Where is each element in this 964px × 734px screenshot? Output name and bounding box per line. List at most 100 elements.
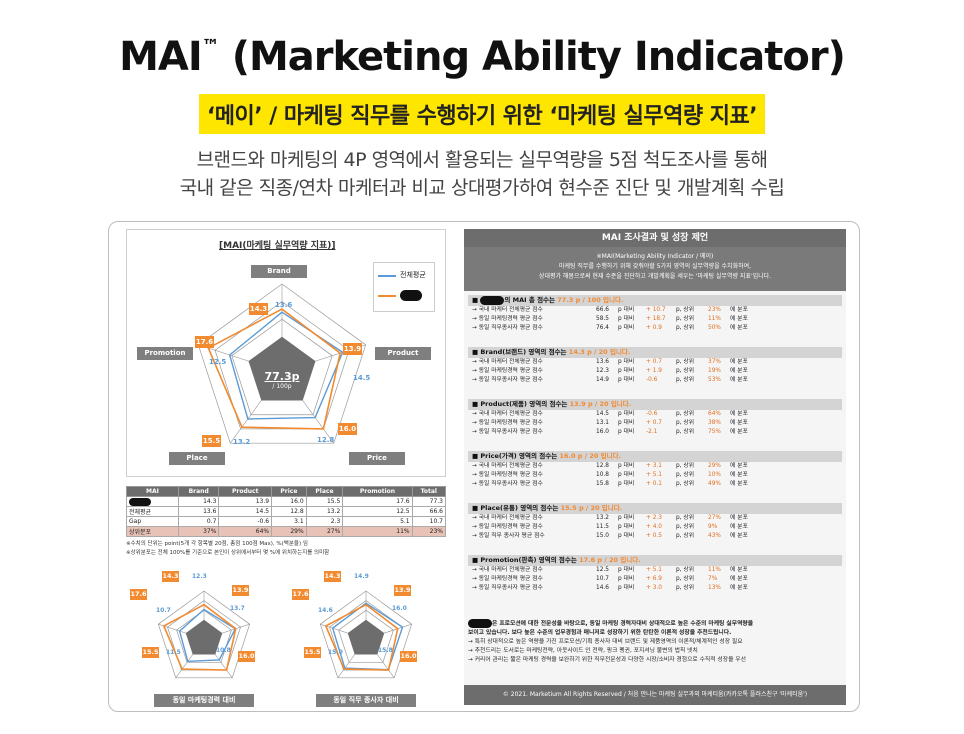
radar-grid-ring bbox=[319, 590, 413, 679]
description: 브랜드와 마케팅의 4P 영역에서 활용되는 실무역량을 5점 척도조사를 통해… bbox=[0, 146, 964, 202]
mini-compare-value: 12.3 bbox=[192, 573, 207, 580]
redacted-name-blob bbox=[468, 619, 492, 628]
section-row: → 국내 마케터 전체평균 점수 12.5 p 대비 + 5.1 p, 상위 11% 에 분… bbox=[472, 567, 748, 573]
report-section: ■ 의 MAI 총 점수는 77.3 p / 100 입니다. → 국내 마케터 … bbox=[468, 295, 842, 333]
table-cell: 0.7 bbox=[177, 516, 220, 527]
table-cell: 29% bbox=[271, 526, 307, 537]
table-cell: 17.6 bbox=[342, 496, 413, 507]
section-head: ■ Product(제품) 영역의 점수는 13.9 p / 20 입니다. bbox=[468, 399, 842, 410]
mini-mine-value: 15.5 bbox=[142, 647, 159, 658]
legend-swatch-average bbox=[378, 275, 396, 277]
table-cell: 2.3 bbox=[305, 516, 344, 527]
report-section: ■ Place(유통) 영역의 점수는 15.5 p / 20 입니다. → 국내… bbox=[468, 503, 842, 541]
table-cell: 13.2 bbox=[305, 506, 344, 517]
mine-value-promotion: 17.6 bbox=[195, 336, 214, 348]
center-score-sub: / 100p bbox=[272, 383, 292, 390]
note-line-1: ※수치의 단위는 point(5개 각 항목별 20점, 총점 100점 Max… bbox=[126, 541, 308, 547]
description-line-1: 브랜드와 마케팅의 4P 영역에서 활용되는 실무역량을 5점 척도조사를 통해 bbox=[196, 149, 768, 171]
mai-score-table: MAI Brand Product Price Place Promotion … bbox=[126, 486, 447, 537]
row-label: 전체평균 bbox=[126, 506, 179, 517]
row-label bbox=[126, 496, 179, 507]
table-cell: 14.3 bbox=[177, 496, 220, 507]
section-row: → 국내 마케터 전체평균 점수 66.6 p 대비 + 10.7 p, 상위 23% 에 … bbox=[472, 307, 748, 313]
mine-value-product: 13.9 bbox=[343, 343, 362, 355]
subtitle: ‘메이’ / 마케팅 직무를 수행하기 위한 ‘마케팅 실무역량 지표’ bbox=[198, 94, 766, 134]
section-row: → 동일 직무종사자 평균 점수 14.9 p 대비 -0.6 p, 상위 53% 에 분포 bbox=[472, 377, 748, 383]
note-line-2: ※상위분포는 전체 100%를 기준으로 본인이 상위에서부터 몇 %에 위치하… bbox=[126, 550, 330, 556]
mini-mine-value: 14.3 bbox=[162, 571, 179, 582]
series-compare-line bbox=[228, 311, 344, 420]
series-mine-line bbox=[207, 308, 342, 430]
row-label: 상위분포 bbox=[126, 526, 179, 537]
mini-mine-value: 13.9 bbox=[232, 585, 249, 596]
section-row: → 동일 직무 종사자 평균 점수 15.0 p 대비 + 0.5 p, 상위 43% 에 … bbox=[472, 533, 748, 539]
table-header: Promotion bbox=[342, 486, 413, 497]
avg-value-place: 13.2 bbox=[233, 438, 251, 446]
section-head: ■ Place(유통) 영역의 점수는 15.5 p / 20 입니다. bbox=[468, 503, 842, 514]
table-cell: 27% bbox=[305, 526, 344, 537]
summary-line-5: → 커리어 관리는 짧은 마케팅 경력을 보완하기 위한 직무전문성과 다양한 … bbox=[468, 657, 746, 663]
center-score: 77.3p / 100p bbox=[257, 370, 307, 390]
table-cell: 16.0 bbox=[271, 496, 307, 507]
section-head: ■ 의 MAI 총 점수는 77.3 p / 100 입니다. bbox=[468, 295, 842, 306]
section-head: ■ Price(가격) 영역의 점수는 16.0 p / 20 입니다. bbox=[468, 451, 842, 462]
axis-label-promotion: Promotion bbox=[137, 347, 193, 360]
report-panel: MAI 조사결과 및 성장 제언 ※MAI(Marketing Ability … bbox=[464, 229, 846, 705]
table-cell: 13.9 bbox=[218, 496, 273, 507]
table-row: 14.3 13.9 16.0 15.5 17.6 77.3 bbox=[126, 496, 447, 507]
section-row: → 국내 마케터 전체평균 점수 12.8 p 대비 + 3.1 p, 상위 29% 에 분… bbox=[472, 463, 748, 469]
mini-radar-career bbox=[157, 590, 251, 679]
table-row: Gap 0.7 -0.6 3.1 2.3 5.1 10.7 bbox=[126, 516, 447, 527]
row-label: Gap bbox=[126, 516, 179, 527]
mini-label-job: 동일 직무 종사자 대비 bbox=[316, 694, 416, 707]
legend-item-average: 전체평균 bbox=[378, 269, 436, 283]
mini-mine-value: 13.9 bbox=[394, 585, 411, 596]
table-header: MAI bbox=[126, 486, 179, 497]
table-cell: 11% bbox=[342, 526, 413, 537]
mini-compare-value: 15.8 bbox=[378, 647, 393, 654]
mini-compare-value: 15.0 bbox=[328, 649, 343, 656]
mini-mine-value: 15.5 bbox=[304, 647, 321, 658]
mini-chart-career: 동일 마케팅경력 대비 14.3 12.3 13.9 13.7 16.0 10.8 15.5… bbox=[126, 569, 282, 709]
axis-label-place: Place bbox=[169, 452, 225, 465]
report-header: MAI 조사결과 및 성장 제언 bbox=[464, 229, 846, 247]
table-cell: 37% bbox=[177, 526, 220, 537]
table-row: 전체평균 13.6 14.5 12.8 13.2 12.5 66.6 bbox=[126, 506, 447, 517]
page-title: MAI™ (Marketing Ability Indicator) bbox=[119, 34, 846, 80]
avg-value-price: 12.8 bbox=[317, 436, 335, 444]
mini-mine-value: 17.6 bbox=[292, 589, 309, 600]
table-header: Brand bbox=[177, 486, 220, 497]
summary-line-2: 보이고 있습니다. 보다 높은 수준의 업무경험과 매니저로 성장하기 위한 탄… bbox=[468, 630, 732, 636]
section-row: → 동일 마케팅경력 평균 점수 12.3 p 대비 + 1.9 p, 상위 19% 에 분… bbox=[472, 368, 748, 374]
avg-value-brand: 13.6 bbox=[275, 301, 293, 309]
left-panel: [MAI(마케팅 실무역량 지표)] Brand Product Price P… bbox=[126, 229, 447, 709]
section-row: → 국내 마케터 전체평균 점수 14.5 p 대비 -0.6 p, 상위 64% 에 분포 bbox=[472, 411, 748, 417]
section-row: → 동일 직무종사자 평균 점수 76.4 p 대비 + 0.9 p, 상위 50% 에 분… bbox=[472, 325, 748, 331]
mini-mine-value: 14.3 bbox=[324, 571, 341, 582]
report-section: ■ Price(가격) 영역의 점수는 16.0 p / 20 입니다. → 국내… bbox=[468, 451, 842, 489]
intro-line-2: 마케팅 직무를 수행하기 위해 갖춰야할 5가지 영역의 실무역량을 수치화하여… bbox=[558, 263, 752, 270]
radar-center-fill bbox=[248, 336, 316, 401]
legend-swatch-mine bbox=[378, 295, 396, 297]
table-cell: 64% bbox=[218, 526, 273, 537]
axis-label-price: Price bbox=[349, 452, 405, 465]
summary-line-3: → 특히 상대적으로 높은 역량을 가진 프로모션/기획 종사자 대비 브랜드 … bbox=[468, 639, 743, 645]
table-cell: 12.5 bbox=[342, 506, 413, 517]
table-cell: 10.7 bbox=[411, 516, 447, 527]
table-cell: 14.5 bbox=[218, 506, 273, 517]
intro-line-1: ※MAI(Marketing Ability Indicator / 메이) bbox=[596, 253, 714, 260]
avg-value-promotion: 12.5 bbox=[209, 358, 227, 366]
radar-legend: 전체평균 bbox=[373, 262, 435, 312]
section-row: → 국내 마케터 전체평균 점수 13.2 p 대비 + 2.3 p, 상위 27% 에 분… bbox=[472, 515, 748, 521]
table-cell: 23% bbox=[411, 526, 447, 537]
mine-value-place: 15.5 bbox=[202, 435, 221, 447]
axis-label-brand: Brand bbox=[251, 265, 307, 278]
section-row: → 동일 직무종사자 평균 점수 16.0 p 대비 -2.1 p, 상위 75% 에 분포 bbox=[472, 429, 748, 435]
radar-grid-ring bbox=[338, 609, 394, 663]
mine-value-brand: 14.3 bbox=[249, 303, 268, 315]
mini-compare-value: 13.7 bbox=[230, 605, 245, 612]
mini-mine-value: 16.0 bbox=[238, 651, 255, 662]
section-row: → 국내 마케터 전체평균 점수 13.6 p 대비 + 0.7 p, 상위 37% 에 분… bbox=[472, 359, 748, 365]
table-header: Total bbox=[411, 486, 447, 497]
section-row: → 동일 마케팅경력 평균 점수 58.5 p 대비 + 18.7 p, 상위 11% 에 … bbox=[472, 316, 748, 322]
